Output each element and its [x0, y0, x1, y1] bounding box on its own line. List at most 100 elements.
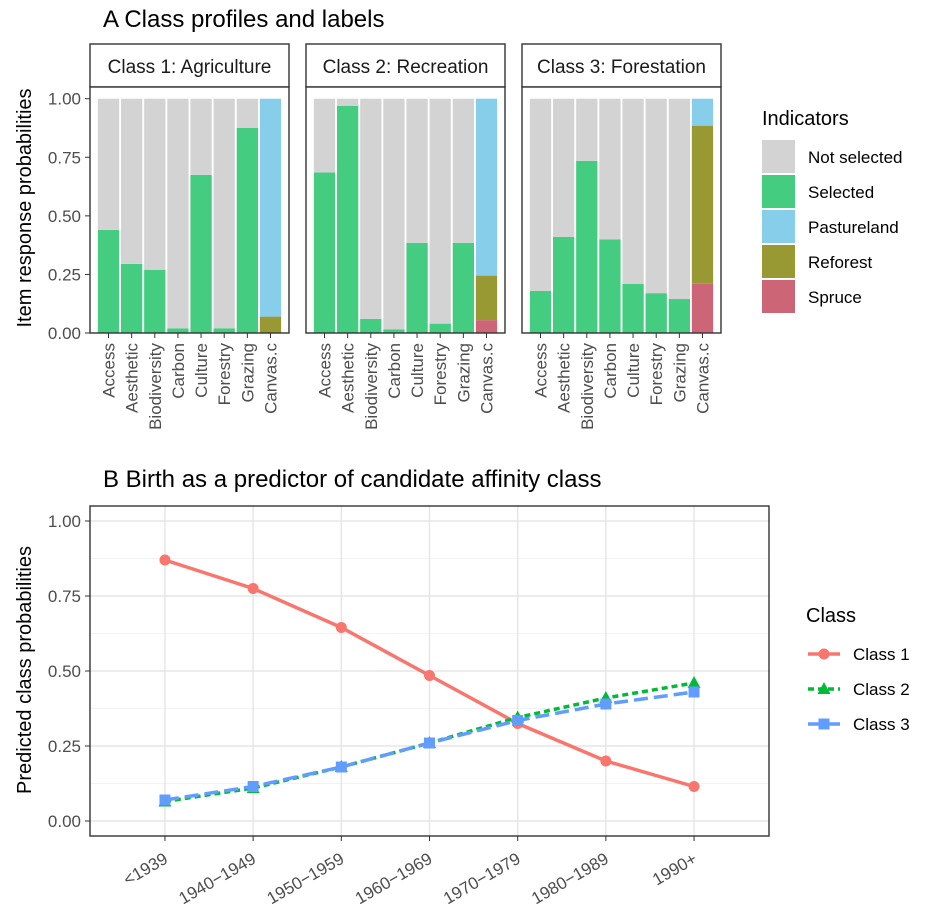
chart-a-bar-segment — [337, 98, 359, 106]
chart-a-panel-bg — [306, 87, 505, 333]
chart-a-xtick-label: Canvas.c — [261, 343, 280, 414]
chart-a-bar-segment — [144, 269, 166, 333]
chart-a-bar-segment — [337, 105, 359, 333]
legend-b-key-marker — [818, 648, 830, 660]
chart-a-xtick-label: Carbon — [601, 343, 620, 399]
chart-a-bar-segment — [313, 98, 336, 173]
chart-b-xtick-label: 1960−1969 — [352, 849, 436, 908]
chart-a-panel-border — [305, 86, 506, 334]
chart-a-xtick-label: Biodiversity — [362, 343, 381, 430]
chart-a-bar-segment — [213, 328, 235, 333]
legend-a-key — [762, 175, 795, 208]
chart-a-bar-segment — [144, 98, 166, 270]
chart-b-title: B Birth as a predictor of candidate affi… — [103, 466, 601, 493]
chart-a-xtick-label: Canvas.c — [693, 343, 712, 414]
chart-a-bar-segment — [360, 318, 382, 333]
legend-b-label: Class 3 — [853, 715, 910, 734]
chart-a-bar-segment — [599, 239, 621, 333]
chart-a-panel: Class 2: Recreation Access Aesthetic Biodiv… — [305, 43, 506, 430]
chart-b-point — [688, 781, 700, 792]
chart-a-xtick-label: Access — [100, 343, 119, 398]
chart-b-xtick-label: 1950−1959 — [264, 849, 348, 908]
chart-b-point — [247, 583, 259, 594]
chart-b-series — [159, 686, 700, 806]
chart-b-point — [512, 715, 524, 726]
chart-b-ytick-label: 0.50 — [48, 662, 81, 681]
chart-a-bar-segment — [121, 98, 143, 264]
chart-a-ylabel: Item response probabilities — [14, 88, 36, 327]
chart-a-xtick-label: Biodiversity — [578, 343, 597, 430]
chart-a-bar-segment — [406, 242, 428, 333]
chart-b-point — [424, 737, 435, 749]
chart-a-xtick-label: Grazing — [238, 343, 257, 403]
legend-b-title: Class — [806, 605, 856, 627]
legend-a-label: Selected — [808, 183, 874, 202]
chart-a-strip-label: Class 3: Forestation — [537, 57, 706, 78]
legend-b-label: Class 1 — [853, 645, 910, 664]
chart-a-panel-border — [521, 86, 722, 334]
chart-b-ytick-label: 0.00 — [48, 812, 81, 831]
chart-a-bar-segment — [97, 229, 120, 333]
chart-a-xtick-label: Forestry — [647, 343, 666, 406]
chart-a-bar-segment — [360, 98, 382, 319]
legend-b-key-marker — [817, 682, 831, 694]
legend-class: Class Class 1 Class 2 Class 3 — [806, 605, 910, 734]
chart-a-bar-segment — [691, 125, 714, 284]
chart-a-xtick-label: Aesthetic — [123, 343, 142, 413]
chart-b-ytick-label: 1.00 — [48, 512, 81, 531]
chart-a-bar-segment — [121, 263, 143, 333]
chart-b-xtick-label: 1970−1979 — [440, 849, 524, 908]
chart-b-point — [247, 781, 259, 792]
chart-a-bar-segment — [475, 98, 498, 276]
legend-a-key — [762, 280, 795, 313]
chart-a-bar-segment — [167, 98, 189, 329]
chart-a-bar-segment — [190, 98, 212, 175]
chart-a-bar-segment — [452, 98, 474, 243]
chart-a-bar-segment — [97, 98, 120, 230]
chart-a-ytick-label: 0.25 — [48, 265, 81, 284]
legend-b-label: Class 2 — [853, 680, 910, 699]
chart-a-xtick-label: Access — [316, 343, 335, 398]
chart-a-bar-segment — [576, 98, 598, 161]
chart-a-ytick-label: 1.00 — [48, 90, 81, 109]
chart-a-bar-segment — [452, 242, 474, 333]
chart-a-strip — [89, 43, 290, 88]
chart-a-bar-segment — [668, 299, 690, 333]
chart-a-xtick-label: Aesthetic — [339, 343, 358, 413]
chart-a-bar-segment — [383, 329, 405, 333]
chart-a-xtick-label: Forestry — [215, 343, 234, 406]
chart-b-point — [159, 794, 171, 806]
chart-a-bar-segment — [406, 98, 428, 243]
chart-a-xtick-label: Carbon — [169, 343, 188, 399]
legend-a-label: Not selected — [808, 148, 903, 167]
chart-b-point — [335, 622, 347, 633]
legend-a-label: Spruce — [808, 288, 862, 307]
chart-a-bar-segment — [553, 98, 575, 237]
legend-a-key — [762, 245, 795, 278]
chart-a-bar-segment — [553, 236, 575, 333]
legend-b-key-marker — [818, 718, 830, 730]
chart-b-point — [688, 686, 700, 698]
chart-a-bar-segment — [429, 323, 451, 333]
chart-b-xtick-label: 1980−1989 — [528, 849, 612, 908]
chart-a-bar-segment — [236, 98, 258, 128]
chart-a-ytick-label: 0.50 — [48, 207, 81, 226]
chart-b-xtick-label: 1990+ — [649, 849, 700, 889]
chart-a-panel: Class 1: Agriculture Access Aesthetic Biodi… — [89, 43, 290, 430]
chart-b-point — [159, 554, 171, 566]
chart-a-panel: Class 3: Forestation Access Aesthetic Biodi… — [521, 43, 722, 430]
chart-a-bar-segment — [429, 98, 451, 324]
chart-a-bar-segment — [691, 98, 714, 126]
chart-a-bar-segment — [668, 98, 690, 300]
chart-b-ytick-label: 0.75 — [48, 587, 81, 606]
chart-a-bar-segment — [529, 98, 552, 291]
chart-a-bar-segment — [622, 283, 644, 333]
chart-a-bar-segment — [475, 320, 498, 333]
chart-a-xtick-label: Culture — [408, 343, 427, 398]
chart-a-bar-segment — [691, 283, 714, 333]
chart-a-bar-segment — [599, 98, 621, 240]
chart-b-point — [600, 755, 612, 767]
chart-a-xtick-label: Grazing — [670, 343, 689, 403]
chart-a-title: A Class profiles and labels — [103, 6, 384, 33]
